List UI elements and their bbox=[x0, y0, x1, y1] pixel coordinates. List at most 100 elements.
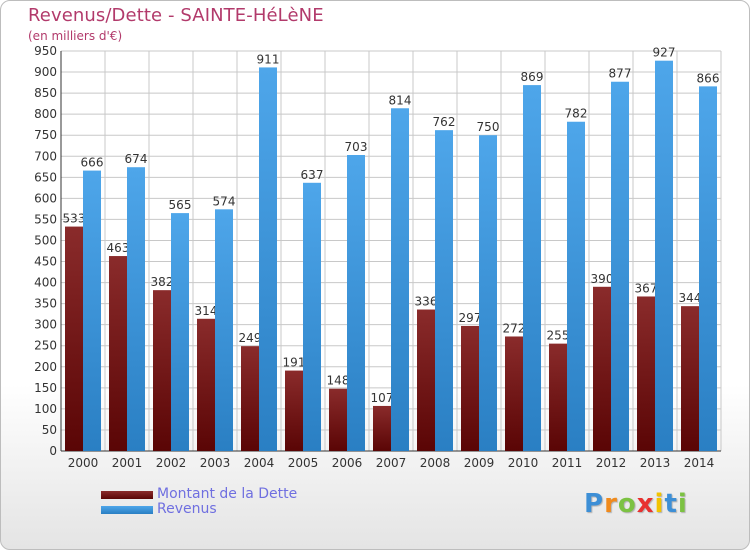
bar-revenus bbox=[83, 170, 101, 451]
data-label: 814 bbox=[389, 93, 412, 107]
bar-revenus bbox=[347, 155, 365, 451]
y-tick-label: 400 bbox=[34, 276, 57, 290]
y-tick-label: 650 bbox=[34, 170, 57, 184]
x-tick-label: 2004 bbox=[244, 456, 275, 470]
data-label: 877 bbox=[609, 67, 632, 81]
bar-revenus bbox=[259, 67, 277, 451]
data-label: 272 bbox=[503, 321, 526, 335]
y-tick-label: 100 bbox=[34, 402, 57, 416]
logo-letter: P bbox=[584, 489, 605, 519]
x-tick-label: 2006 bbox=[332, 456, 363, 470]
data-label: 762 bbox=[433, 115, 456, 129]
y-tick-label: 550 bbox=[34, 212, 57, 226]
bar-dette bbox=[417, 309, 435, 451]
x-tick-label: 2014 bbox=[684, 456, 715, 470]
bar-revenus bbox=[611, 81, 629, 451]
bar-revenus bbox=[523, 85, 541, 452]
x-tick-label: 2003 bbox=[200, 456, 231, 470]
data-label: 637 bbox=[301, 168, 324, 182]
x-tick-label: 2005 bbox=[288, 456, 319, 470]
bar-revenus bbox=[435, 130, 453, 451]
bar-dette bbox=[109, 256, 127, 451]
data-label: 869 bbox=[521, 70, 544, 84]
data-label: 249 bbox=[239, 331, 262, 345]
legend-item-debt: Montant de la Dette bbox=[101, 487, 297, 502]
x-tick-label: 2002 bbox=[156, 456, 187, 470]
bar-dette bbox=[285, 370, 303, 451]
x-tick-label: 2001 bbox=[112, 456, 143, 470]
x-tick-label: 2010 bbox=[508, 456, 539, 470]
data-label: 382 bbox=[151, 275, 174, 289]
y-tick-label: 50 bbox=[42, 423, 57, 437]
proxiti-logo: Proxiti bbox=[584, 489, 688, 519]
bar-dette bbox=[593, 286, 611, 451]
bar-dette bbox=[241, 346, 259, 451]
legend-swatch-revenus bbox=[101, 505, 153, 514]
y-tick-label: 600 bbox=[34, 191, 57, 205]
x-axis: 2000 2001 2002 2003 2004 2005 2006 2007 2008 2009… bbox=[68, 456, 715, 470]
logo-letter: o bbox=[617, 489, 637, 519]
x-tick-label: 2011 bbox=[552, 456, 583, 470]
legend-swatch-debt bbox=[101, 490, 153, 499]
bar-dette bbox=[153, 290, 171, 451]
bar-dette bbox=[373, 405, 391, 451]
bar-dette bbox=[197, 318, 215, 451]
data-label: 782 bbox=[565, 107, 588, 121]
data-label: 750 bbox=[477, 120, 500, 134]
y-tick-label: 450 bbox=[34, 255, 57, 269]
legend-item-revenus: Revenus bbox=[101, 502, 297, 517]
y-tick-label: 200 bbox=[34, 360, 57, 374]
chart-subtitle: (en milliers d'€) bbox=[28, 29, 123, 43]
data-label: 107 bbox=[371, 391, 394, 405]
bar-revenus bbox=[655, 60, 673, 452]
bar-dette bbox=[681, 306, 699, 451]
data-label: 463 bbox=[107, 241, 130, 255]
y-tick-label: 150 bbox=[34, 381, 57, 395]
bar-dette bbox=[65, 226, 83, 451]
data-label: 148 bbox=[327, 374, 350, 388]
data-label: 674 bbox=[125, 152, 148, 166]
data-label: 344 bbox=[679, 291, 702, 305]
data-label: 314 bbox=[195, 304, 218, 318]
data-label: 565 bbox=[169, 198, 192, 212]
bar-revenus bbox=[479, 135, 497, 452]
data-label: 574 bbox=[213, 194, 236, 208]
chart-title: Revenus/Dette - SAINTE-HéLèNE bbox=[28, 5, 324, 26]
logo-letter: i bbox=[654, 489, 665, 519]
y-axis: 0 50 100 150 200 250 300 350 400 450 500 550 600 650 7… bbox=[34, 44, 57, 458]
y-tick-label: 350 bbox=[34, 297, 57, 311]
y-tick-label: 800 bbox=[34, 107, 57, 121]
bar-dette bbox=[505, 336, 523, 451]
data-label: 866 bbox=[697, 71, 720, 85]
y-tick-label: 250 bbox=[34, 339, 57, 353]
data-label: 297 bbox=[459, 311, 482, 325]
x-tick-label: 2008 bbox=[420, 456, 451, 470]
y-tick-label: 850 bbox=[34, 86, 57, 100]
data-label: 390 bbox=[591, 272, 614, 286]
y-tick-label: 500 bbox=[34, 233, 57, 247]
bar-dette bbox=[549, 343, 567, 451]
y-tick-label: 950 bbox=[34, 44, 57, 58]
x-tick-label: 2013 bbox=[640, 456, 671, 470]
logo-letter: t bbox=[664, 489, 678, 519]
x-tick-label: 2000 bbox=[68, 456, 99, 470]
x-tick-label: 2007 bbox=[376, 456, 407, 470]
data-label: 367 bbox=[635, 281, 658, 295]
bar-revenus bbox=[699, 86, 717, 452]
bar-revenus bbox=[391, 108, 409, 452]
logo-letter: r bbox=[604, 489, 618, 519]
bar-revenus bbox=[127, 167, 145, 452]
data-label: 911 bbox=[257, 52, 280, 66]
y-tick-label: 900 bbox=[34, 65, 57, 79]
legend-label-revenus: Revenus bbox=[157, 501, 217, 517]
bars: 533 666 463 674 382 565 314 574 249 911 191 637 148 7… bbox=[63, 46, 720, 452]
data-label: 255 bbox=[547, 329, 570, 343]
x-tick-label: 2009 bbox=[464, 456, 495, 470]
y-tick-label: 750 bbox=[34, 128, 57, 142]
x-tick-label: 2012 bbox=[596, 456, 627, 470]
data-label: 666 bbox=[81, 156, 104, 170]
legend: Montant de la Dette Revenus bbox=[101, 487, 297, 517]
bar-dette bbox=[461, 325, 479, 451]
